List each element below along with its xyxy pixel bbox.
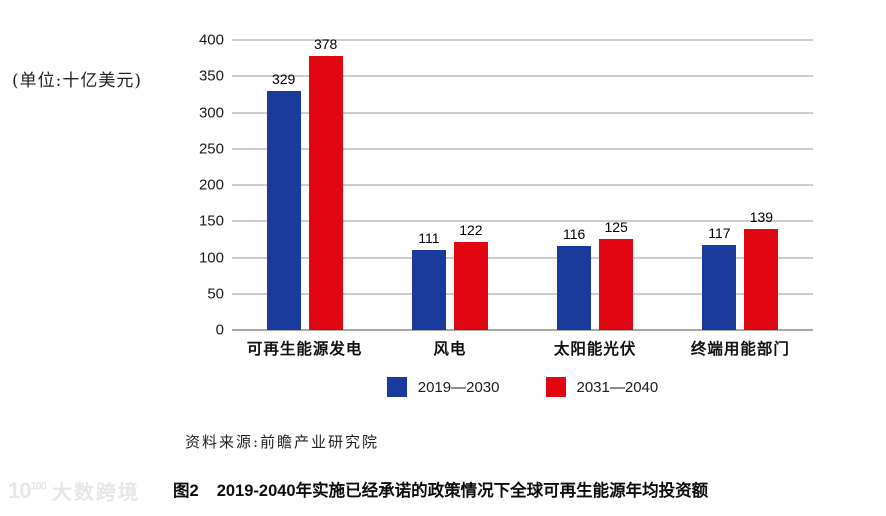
- legend: 2019—2030 2031—2040: [232, 377, 813, 397]
- gridline: [232, 75, 813, 78]
- gridline: [232, 111, 813, 114]
- watermark-text: 大数跨境: [51, 482, 140, 504]
- unit-label: (单位:十亿美元): [12, 71, 142, 91]
- legend-swatch-icon: [386, 377, 407, 397]
- bar: 139: [744, 210, 779, 330]
- legend-item: 2019—2030: [386, 377, 500, 397]
- x-category-label: 风电: [433, 341, 467, 358]
- legend-item: 2031—2040: [545, 377, 659, 397]
- y-axis: 0 50 100 150 200 250 300 350 400: [0, 33, 224, 338]
- bar-group: 117 139: [668, 40, 813, 330]
- y-tick-label: 300: [198, 104, 224, 121]
- bar: 378: [308, 37, 343, 330]
- bar-group: 116 125: [523, 40, 668, 330]
- gridline: [232, 220, 813, 223]
- figure-number: 图2: [173, 482, 199, 500]
- x-axis-line: [232, 329, 813, 331]
- x-axis-labels: 可再生能源发电 风电 太阳能光伏 终端用能部门: [232, 337, 813, 359]
- bar: 125: [599, 220, 634, 330]
- x-category-label: 太阳能光伏: [553, 341, 637, 358]
- bar: 111: [411, 231, 446, 330]
- bar: 117: [702, 226, 737, 330]
- gridline: [232, 292, 813, 295]
- legend-label: 2031—2040: [576, 378, 659, 396]
- data-label: 378: [313, 35, 338, 52]
- data-label: 125: [604, 219, 628, 236]
- x-category-label: 终端用能部门: [690, 341, 790, 358]
- gridline: [232, 256, 813, 259]
- bar: 116: [557, 227, 592, 330]
- bar: 329: [266, 72, 301, 330]
- bar-groups: 329 378 111 122 116 125 117 139: [232, 37, 813, 330]
- gridline: [232, 39, 813, 41]
- y-tick-label: 350: [198, 67, 224, 85]
- bar-group: 329 378: [232, 37, 377, 330]
- bar: 122: [453, 223, 488, 330]
- data-label: 329: [271, 71, 296, 88]
- y-tick-label: 150: [198, 212, 224, 230]
- legend-swatch-icon: [545, 377, 566, 397]
- y-tick-label: 400: [198, 31, 224, 49]
- legend-label: 2019—2030: [417, 378, 500, 396]
- y-tick-label: 0: [215, 321, 224, 339]
- data-label: 122: [459, 221, 483, 238]
- figure-title: 2019-2040年实施已经承诺的政策情况下全球可再生能源年均投资额: [216, 482, 709, 500]
- plot-area: 329 378 111 122 116 125 117 139: [232, 37, 813, 331]
- y-tick-label: 250: [198, 140, 224, 158]
- y-tick-label: 200: [198, 176, 224, 194]
- x-category-label: 可再生能源发电: [246, 341, 363, 358]
- data-label: 111: [418, 229, 440, 246]
- y-tick-label: 50: [207, 285, 224, 303]
- y-tick-label: 100: [198, 249, 224, 266]
- data-label: 117: [708, 225, 731, 242]
- watermark: 10100 大数跨境: [8, 476, 140, 505]
- data-label: 139: [749, 209, 774, 226]
- gridline: [232, 147, 813, 150]
- watermark-logo-icon: 10100: [8, 477, 47, 503]
- figure-caption: 图2 2019-2040年实施已经承诺的政策情况下全球可再生能源年均投资额: [173, 477, 708, 501]
- bar-group: 111 122: [377, 40, 522, 330]
- data-label: 116: [562, 225, 586, 242]
- source-note: 资料来源:前瞻产业研究院: [185, 433, 380, 451]
- gridline: [232, 184, 813, 186]
